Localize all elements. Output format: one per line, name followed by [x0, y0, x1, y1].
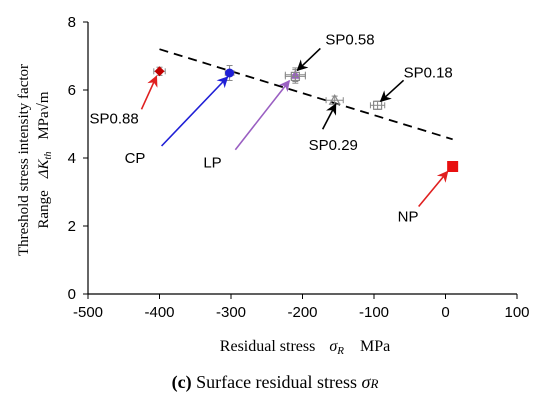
data-point-sp088: [153, 66, 166, 77]
x-tick-label: -400: [144, 304, 174, 321]
y-tick-label: 4: [68, 150, 76, 167]
label-sp029: SP0.29: [309, 137, 358, 154]
marker: [225, 68, 235, 78]
axes: -500 -400 -300 -200 -100 0 100 0 2 4 6 8: [68, 14, 530, 321]
arrow-sp088: [140, 75, 158, 110]
y-axis-title-range: Range: [36, 190, 52, 229]
marker: [372, 100, 383, 110]
x-tick-label: -500: [73, 304, 103, 321]
x-axis-title-sub: R: [336, 345, 344, 357]
data-points: [153, 65, 459, 172]
figure-caption: (c) Surface residual stress σR: [0, 372, 550, 393]
caption-label: (c): [171, 372, 192, 392]
arrow-sp058: [296, 47, 321, 72]
trendline-group: [159, 48, 453, 141]
caption-text: Surface residual stress: [196, 372, 358, 392]
y-tick-label: 8: [68, 14, 76, 31]
x-tick-label: -100: [359, 304, 389, 321]
annotation-arrows: [140, 47, 449, 208]
x-axis-title: Residual stress σR MPa: [220, 338, 390, 357]
x-tick-label: -200: [287, 304, 317, 321]
arrow-lp: [234, 79, 291, 151]
x-tick-label: 100: [504, 304, 529, 321]
y-axis-title-symbol: ΔK: [36, 158, 52, 179]
arrow-sp018: [379, 79, 405, 103]
y-axis-title-line2: Range ΔKth MPa√m: [36, 91, 54, 228]
label-sp018: SP0.18: [404, 64, 453, 81]
caption-symbol: σ: [361, 372, 371, 392]
trendline: [159, 48, 453, 141]
y-axis-title-unit: MPa√m: [36, 91, 52, 140]
y-axis-title: Threshold stress intensity factor Range Δ…: [16, 64, 54, 256]
y-tick-label: 0: [68, 286, 76, 303]
y-tick-label: 6: [68, 82, 76, 99]
data-point-sp029: [325, 93, 344, 105]
annotation-labels: SP0.88 CP LP SP0.58 SP0.29 SP0.18 NP: [90, 31, 453, 225]
marker: [447, 161, 459, 172]
data-point-np: [447, 161, 459, 172]
arrow-cp: [160, 76, 229, 147]
data-point-sp058: [284, 69, 306, 84]
x-tick-label: -300: [216, 304, 246, 321]
data-point-sp018: [369, 100, 386, 110]
arrow-sp029: [321, 103, 337, 130]
scatter-chart: -500 -400 -300 -200 -100 0 100 0 2 4 6 8 SP0.88 CP LP…: [16, 14, 530, 357]
y-axis-title-sub: th: [43, 152, 54, 160]
x-axis-title-symbol: σ: [329, 338, 338, 355]
arrow-np: [418, 170, 449, 208]
marker: [154, 66, 165, 77]
x-axis-title-unit: MPa: [360, 338, 390, 355]
x-axis-title-text: Residual stress: [220, 338, 316, 355]
marker: [290, 71, 300, 82]
y-axis-title-line1: Threshold stress intensity factor: [16, 64, 32, 256]
data-point-cp: [224, 65, 235, 81]
label-np: NP: [398, 209, 419, 226]
label-lp: LP: [203, 155, 221, 172]
label-cp: CP: [125, 150, 146, 167]
label-sp088: SP0.88: [90, 110, 139, 127]
label-sp058: SP0.58: [325, 31, 374, 48]
y-tick-label: 2: [68, 218, 76, 235]
caption-sub: R: [370, 376, 379, 391]
x-tick-label: 0: [441, 304, 449, 321]
